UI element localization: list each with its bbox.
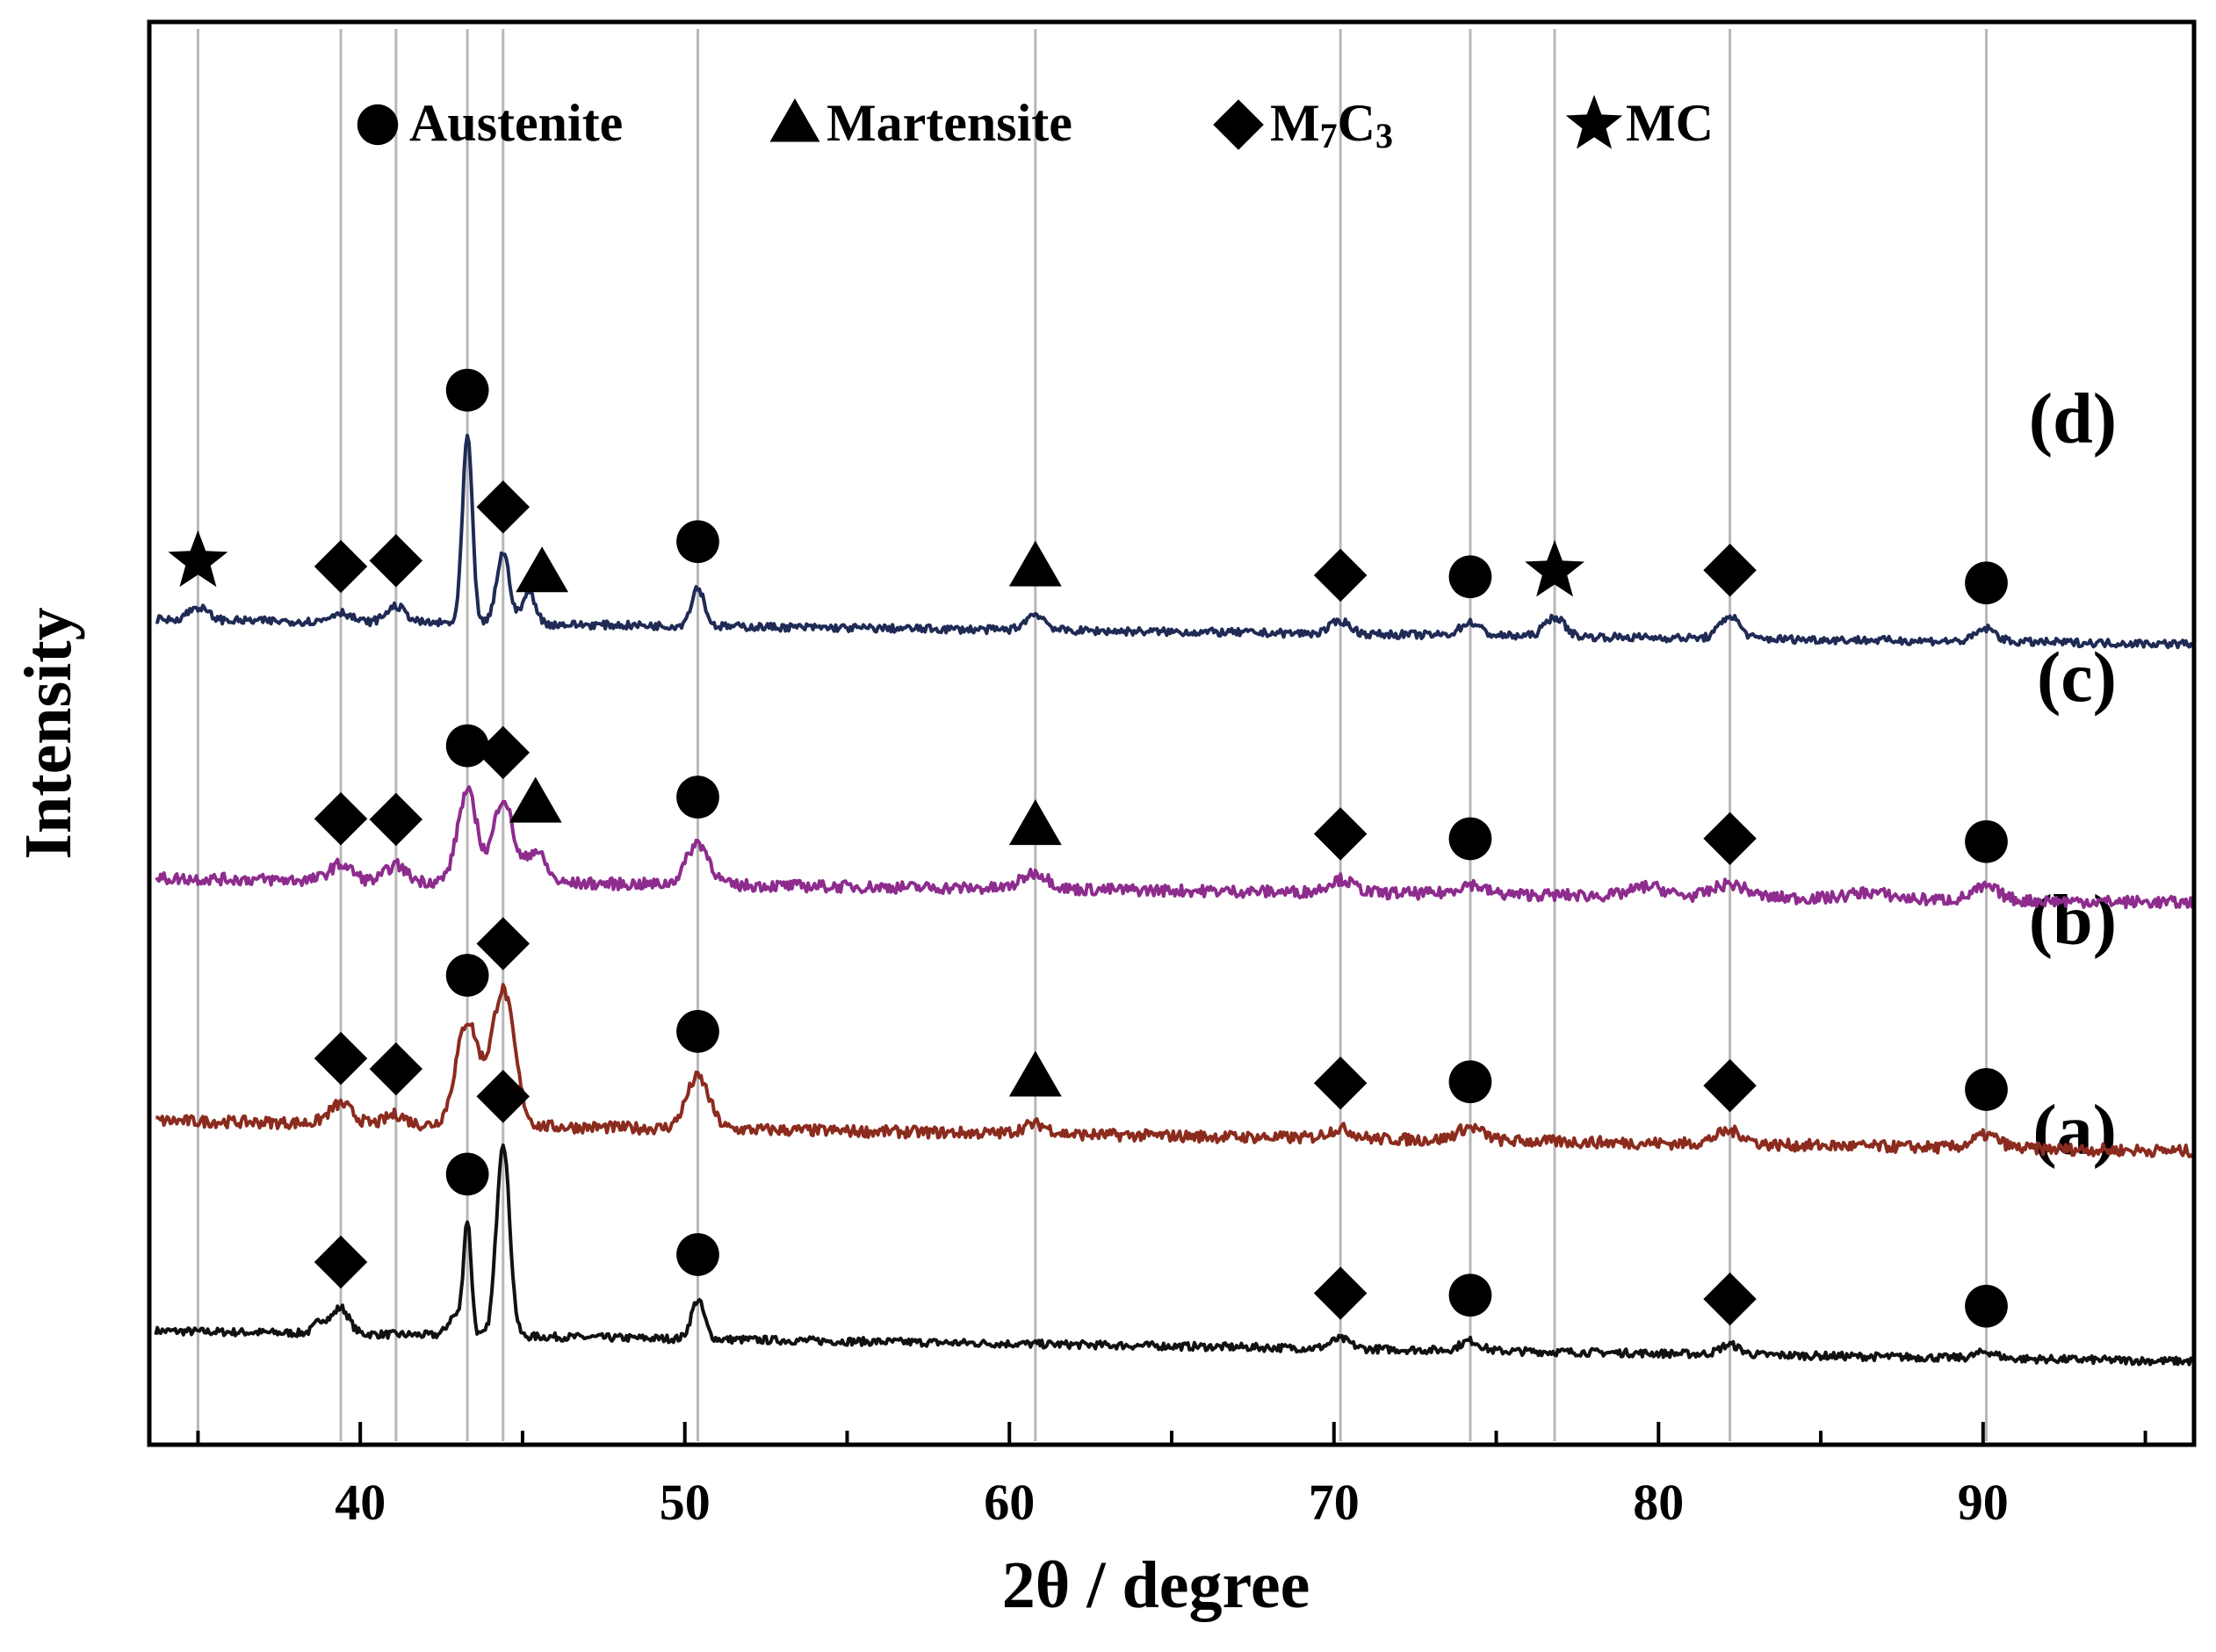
circle-marker (676, 776, 719, 819)
circle-marker (1448, 817, 1492, 861)
legend-triangle-icon (769, 98, 820, 142)
circle-marker (445, 724, 489, 768)
series-label-d: (d) (2029, 379, 2117, 458)
legend-star-icon (1565, 95, 1623, 149)
diamond-marker (314, 791, 368, 846)
circle-marker (445, 1152, 489, 1196)
triangle-marker (1008, 1050, 1062, 1097)
star-marker (1525, 539, 1584, 597)
x-tick-label: 80 (1633, 1474, 1684, 1531)
x-axis-ticks: 40 50 60 70 80 90 (196, 1422, 2147, 1531)
series-line-c (155, 785, 2195, 910)
triangle-marker (516, 546, 569, 593)
legend-circle-icon (357, 104, 399, 146)
circle-marker (445, 368, 489, 412)
diamond-marker (1313, 1056, 1368, 1110)
diamond-marker (1703, 1058, 1757, 1113)
series-layer: (a) (b) (c) (d) (154, 379, 2195, 1367)
y-axis-title: Intensity (11, 607, 85, 859)
legend-label: Austenite (409, 94, 623, 152)
diamond-marker (369, 534, 423, 588)
diamond-marker (369, 792, 423, 847)
diamond-marker (314, 1031, 368, 1086)
diamond-marker (1313, 807, 1368, 861)
circle-marker (1965, 1068, 2008, 1111)
circle-marker (1448, 1273, 1492, 1317)
triangle-marker (1008, 540, 1062, 587)
phase-markers (168, 368, 2008, 1328)
legend-label: Martensite (826, 94, 1072, 152)
diamond-marker (476, 917, 531, 970)
circle-marker (1448, 1060, 1492, 1104)
diamond-marker (314, 1235, 368, 1289)
diamond-marker (314, 539, 368, 594)
triangle-marker (509, 776, 562, 823)
x-tick-label: 40 (335, 1474, 386, 1531)
diamond-marker (476, 725, 531, 780)
diamond-marker (1313, 548, 1368, 602)
legend-diamond-icon (1213, 99, 1264, 150)
x-tick-label: 90 (1958, 1474, 2009, 1531)
diamond-marker (476, 480, 531, 534)
circle-marker (1965, 819, 2008, 863)
circle-marker (676, 1233, 719, 1276)
reference-lines (196, 29, 1989, 1441)
x-axis-title: 2θ / degree (1002, 1548, 1310, 1622)
diamond-marker (476, 1070, 531, 1123)
legend: Austenite Martensite M7C3 MC (357, 94, 1714, 155)
circle-marker (676, 1010, 719, 1053)
diamond-marker (1313, 1266, 1368, 1320)
circle-marker (1965, 1284, 2008, 1328)
triangle-marker (1008, 799, 1062, 846)
series-label-a: (a) (2032, 1090, 2117, 1170)
circle-marker (445, 954, 489, 997)
circle-marker (1965, 561, 2008, 605)
series-line-a (154, 1143, 2195, 1367)
x-tick-label: 50 (660, 1474, 711, 1531)
circle-marker (1448, 555, 1492, 599)
legend-label: M7C3 (1270, 94, 1393, 155)
diamond-marker (1703, 812, 1757, 866)
series-label-c: (c) (2037, 637, 2117, 717)
diamond-marker (369, 1042, 423, 1096)
diamond-marker (1703, 543, 1757, 597)
x-tick-label: 60 (984, 1474, 1035, 1531)
star-marker (168, 530, 228, 588)
series-label-b: (b) (2029, 879, 2117, 959)
series-line-b (155, 983, 2194, 1158)
series-line-d (155, 433, 2194, 650)
diamond-marker (1703, 1272, 1757, 1326)
legend-label: MC (1626, 94, 1714, 152)
circle-marker (676, 520, 719, 564)
x-tick-label: 70 (1309, 1474, 1360, 1531)
